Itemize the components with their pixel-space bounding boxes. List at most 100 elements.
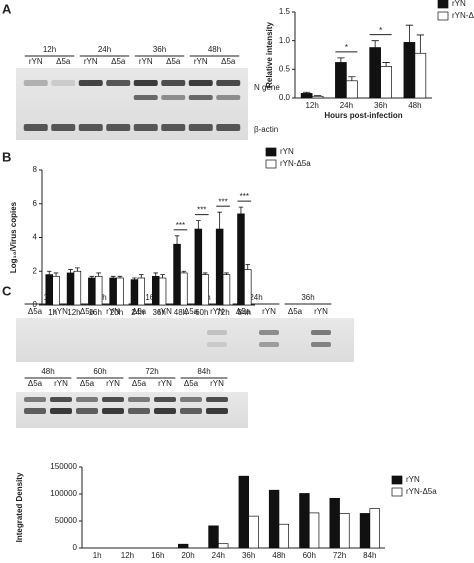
lane-label: Δ5a — [184, 379, 199, 388]
y-tick-label: 100000 — [50, 489, 77, 498]
time-label: 36h — [301, 293, 314, 302]
y-tick-label: 0 — [33, 300, 38, 309]
time-label: 48h — [41, 367, 54, 376]
x-tick-label: 36h — [374, 101, 387, 110]
annotation: *** — [176, 221, 185, 230]
bar — [308, 512, 320, 549]
time-label: 72h — [145, 367, 158, 376]
band — [259, 330, 279, 335]
band — [24, 397, 46, 402]
error-bar — [416, 34, 425, 54]
error-bar — [68, 269, 73, 273]
panel-label: B — [2, 149, 11, 164]
x-tick-label: 1h — [48, 308, 57, 317]
lane-label: Δ5a — [80, 307, 95, 316]
bar — [45, 274, 53, 306]
y-tick-label: 0.5 — [279, 64, 291, 73]
band — [106, 80, 131, 86]
band-label: β-actin — [254, 125, 278, 134]
time-label: 12h — [43, 45, 56, 54]
x-tick-label: 20h — [110, 308, 123, 317]
bar — [137, 277, 146, 306]
blot — [16, 68, 248, 140]
x-tick-label: 36h — [152, 308, 165, 317]
x-tick-label: 72h — [216, 308, 229, 317]
bar — [248, 515, 259, 549]
band — [188, 80, 213, 86]
bar — [380, 66, 392, 99]
bar — [300, 93, 313, 99]
lane-label: Δ5a — [184, 307, 199, 316]
band — [78, 124, 103, 131]
bar — [158, 277, 167, 306]
bar — [215, 228, 224, 306]
lane-label: Δ5a — [28, 379, 43, 388]
error-bar — [132, 277, 137, 280]
band — [133, 95, 158, 100]
annotation: *** — [197, 206, 206, 215]
y-tick-label: 6 — [33, 199, 38, 208]
lane-label: rYN — [29, 57, 43, 66]
bar — [278, 523, 289, 549]
time-label: 36h — [153, 45, 166, 54]
band — [180, 408, 202, 414]
error-bar — [174, 235, 180, 245]
lane-label: Δ5a — [166, 57, 181, 66]
band — [106, 124, 131, 131]
error-bar — [371, 40, 379, 48]
lane-label: rYN — [139, 57, 153, 66]
lane-label: rYN — [106, 307, 120, 316]
bar — [208, 525, 219, 549]
legend-label: rYN — [452, 0, 466, 8]
lane-label: Δ5a — [132, 379, 147, 388]
annotation: * — [379, 26, 382, 35]
y-tick-label: 2 — [33, 266, 38, 275]
y-axis-label: Relative intensity — [265, 22, 274, 88]
band — [180, 397, 202, 402]
band — [23, 80, 48, 86]
legend-swatch — [437, 11, 449, 21]
band — [133, 124, 158, 131]
bar — [173, 243, 181, 306]
legend-label: rYN — [406, 475, 420, 484]
band — [51, 80, 76, 86]
band — [23, 124, 48, 131]
bar — [194, 228, 203, 306]
band — [311, 342, 331, 347]
band — [311, 330, 331, 335]
error-bar — [181, 270, 187, 273]
band — [50, 397, 72, 402]
error-bar — [110, 275, 116, 278]
y-tick-label: 0 — [73, 543, 78, 552]
bar — [116, 277, 124, 306]
time-label: 48h — [208, 45, 221, 54]
error-bar — [313, 95, 322, 97]
lane-label: Δ5a — [221, 57, 236, 66]
error-bar — [245, 264, 251, 270]
bar — [369, 508, 380, 549]
lane-label: Δ5a — [132, 307, 147, 316]
band — [24, 408, 46, 414]
bar — [73, 270, 82, 306]
bar — [178, 543, 189, 549]
lane-label: rYN — [210, 379, 224, 388]
annotation: *** — [240, 192, 249, 201]
band — [154, 397, 176, 402]
lane-label: Δ5a — [111, 57, 126, 66]
legend-swatch — [265, 147, 277, 157]
lane-label: rYN — [54, 379, 68, 388]
bar — [335, 62, 347, 99]
y-axis-label: Integrated Density — [15, 472, 24, 542]
lane-label: Δ5a — [236, 307, 251, 316]
bar — [237, 213, 245, 306]
x-tick-label: 12h — [67, 308, 80, 317]
panel-label: C — [2, 283, 12, 298]
error-bar — [337, 57, 345, 63]
x-tick-label: 16h — [151, 551, 164, 560]
annotation: * — [345, 43, 348, 52]
bar — [151, 275, 160, 306]
bar — [329, 497, 340, 549]
x-tick-label: 24h — [340, 101, 353, 110]
time-label: 84h — [197, 367, 210, 376]
legend-swatch — [265, 159, 277, 169]
